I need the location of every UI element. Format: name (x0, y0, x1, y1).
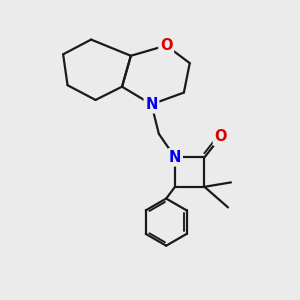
Text: N: N (145, 97, 158, 112)
Text: O: O (160, 38, 172, 53)
Text: N: N (169, 150, 181, 165)
Text: O: O (214, 129, 227, 144)
